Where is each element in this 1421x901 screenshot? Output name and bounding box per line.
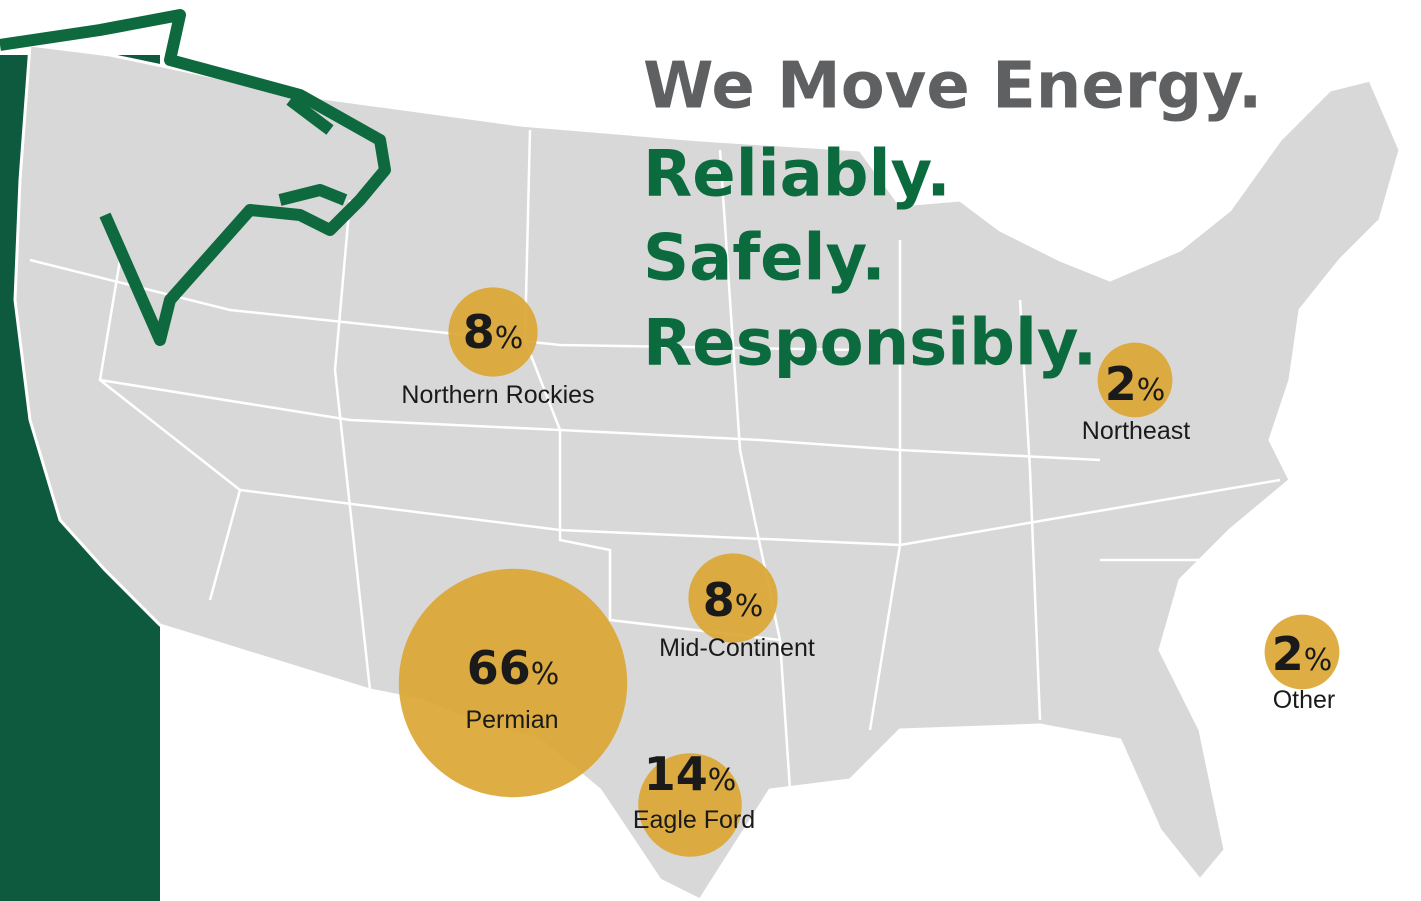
region-name: Northeast	[1082, 417, 1190, 445]
region-name: Mid-Continent	[659, 634, 815, 662]
region-bubble	[448, 287, 538, 377]
region-bubble	[1097, 342, 1173, 418]
region-bubble	[688, 553, 778, 643]
headline: Responsibly.	[643, 307, 1097, 381]
region-share: 8%	[703, 573, 764, 627]
region-name: Permian	[465, 706, 558, 734]
region-name: Northern Rockies	[401, 381, 594, 409]
region-share: 66%	[467, 641, 560, 695]
region-share: 8%	[463, 305, 524, 359]
share-number: 2	[1105, 357, 1137, 411]
region-name: Eagle Ford	[633, 806, 755, 834]
share-unit: %	[1137, 373, 1166, 408]
share-number: 66	[467, 641, 531, 695]
region-name: Other	[1273, 686, 1336, 714]
headline: We Move Energy.	[643, 50, 1262, 124]
share-number: 14	[644, 747, 708, 801]
region-share: 14%	[644, 747, 737, 801]
share-number: 8	[463, 305, 495, 359]
region-bubble	[1264, 614, 1340, 690]
headline: Safely.	[643, 222, 886, 296]
headline: Reliably.	[643, 138, 951, 212]
bear-logo	[0, 9, 391, 346]
region-share: 2%	[1105, 357, 1166, 411]
share-unit: %	[735, 589, 764, 624]
region-bubble	[638, 753, 742, 857]
share-number: 8	[703, 573, 735, 627]
region-bubble	[398, 568, 628, 798]
share-unit: %	[1304, 643, 1333, 678]
share-unit: %	[495, 321, 524, 356]
bubbles: 8% Northern Rockies 2% Northeast 8% Mid-Conti…	[398, 287, 1340, 857]
region-share: 2%	[1272, 627, 1333, 681]
share-unit: %	[531, 657, 560, 692]
share-unit: %	[708, 763, 737, 798]
share-number: 2	[1272, 627, 1304, 681]
